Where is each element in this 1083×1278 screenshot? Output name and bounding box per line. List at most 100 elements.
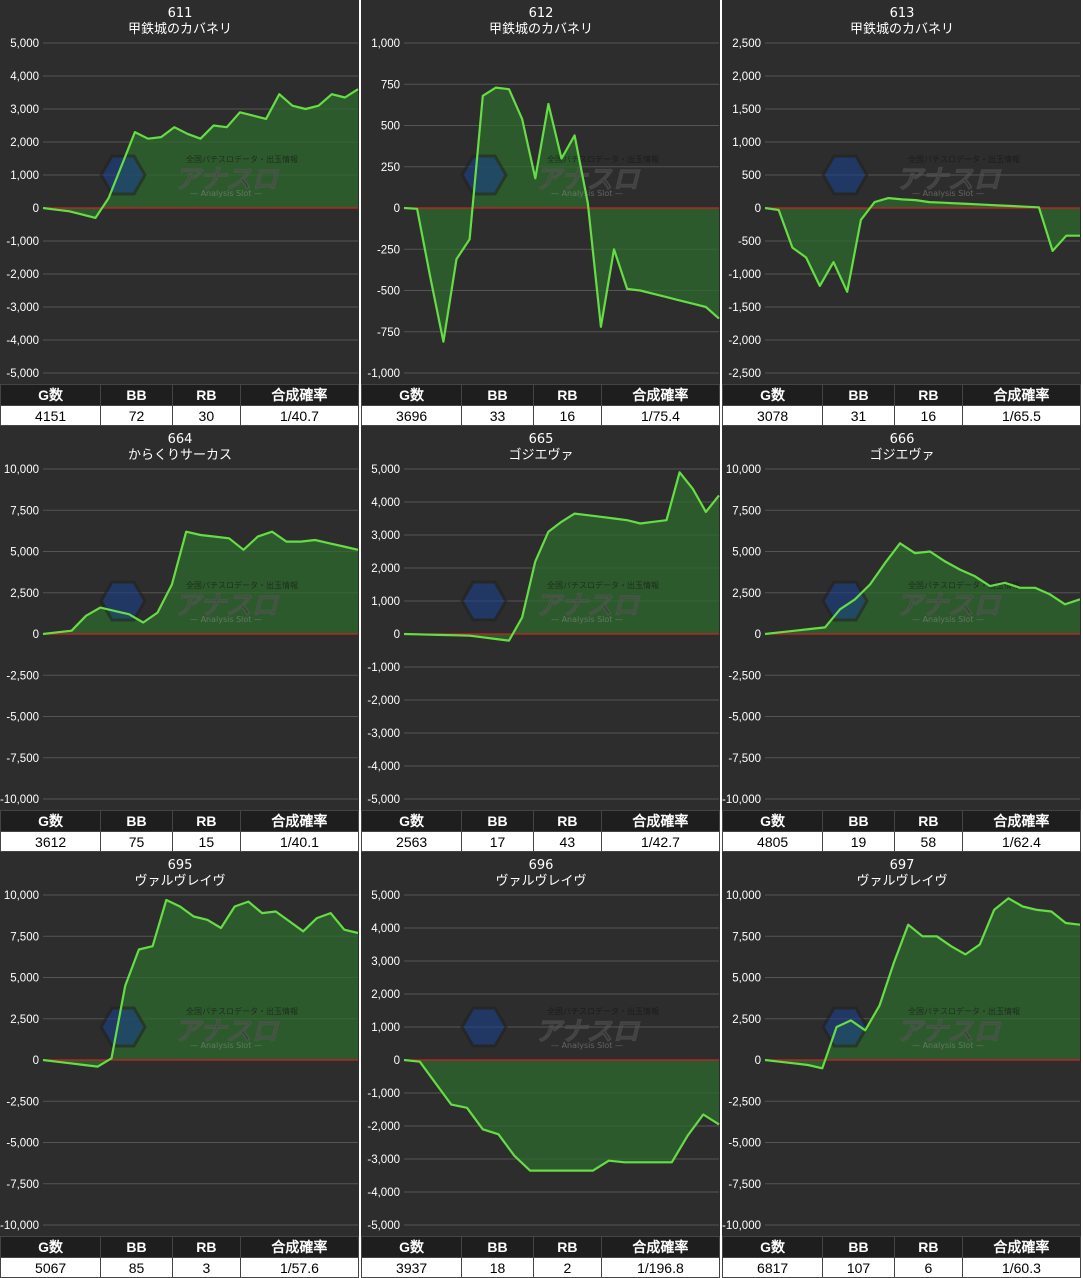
machine-number: 613 bbox=[890, 6, 915, 21]
series-line bbox=[764, 197, 1080, 293]
y-tick-label: 7,500 bbox=[10, 931, 39, 943]
y-tick-label: 4,000 bbox=[10, 71, 39, 83]
probability-value: 1/196.8 bbox=[600, 1257, 721, 1278]
y-tick-label: 3,000 bbox=[10, 104, 39, 116]
watermark-top-text: 全国パチスロデータ・出玉情報 bbox=[547, 154, 659, 164]
games-value: 3696 bbox=[360, 405, 463, 426]
y-tick-label: -7,500 bbox=[6, 1179, 39, 1191]
y-tick-label: -5,000 bbox=[728, 1138, 761, 1150]
logo-hex-icon bbox=[99, 1006, 147, 1048]
y-tick-label: -10,000 bbox=[0, 794, 39, 806]
stats-table: G数 BB RB 合成確率 4805 19 58 1/62.4 bbox=[721, 810, 1082, 852]
y-tick-label: -4,000 bbox=[367, 1187, 400, 1199]
y-tick-label: -7,500 bbox=[728, 1179, 761, 1191]
stats-header-cell: 合成確率 bbox=[600, 1236, 721, 1258]
stats-header-row: G数 BB RB 合成確率 bbox=[0, 1236, 360, 1258]
bb-value: 75 bbox=[100, 831, 173, 852]
stats-header-cell: BB bbox=[461, 810, 534, 832]
y-tick-label: 1,000 bbox=[10, 170, 39, 182]
stats-table: G数 BB RB 合成確率 6817 107 6 1/60.3 bbox=[721, 1236, 1082, 1278]
stats-value-row: 3612 75 15 1/40.1 bbox=[0, 831, 360, 852]
stats-header-cell: RB bbox=[171, 1236, 241, 1258]
stats-header-cell: BB bbox=[100, 384, 173, 406]
bb-value: 19 bbox=[822, 831, 895, 852]
stats-header-cell: 合成確率 bbox=[600, 384, 721, 406]
watermark-sub-text: — Analysis Slot — bbox=[190, 189, 262, 198]
stats-header-cell: G数 bbox=[360, 1236, 463, 1258]
machine-name: ゴジエヴァ bbox=[508, 447, 573, 463]
bb-value: 31 bbox=[822, 405, 895, 426]
stats-table: G数 BB RB 合成確率 3612 75 15 1/40.1 bbox=[0, 810, 360, 852]
y-tick-label: 0 bbox=[755, 1055, 761, 1067]
logo-hex-icon bbox=[460, 1006, 508, 1048]
series-line bbox=[403, 471, 720, 642]
y-tick-label: -5,000 bbox=[367, 1220, 400, 1232]
y-tick-label: -1,000 bbox=[367, 368, 400, 380]
stats-value-row: 6817 107 6 1/60.3 bbox=[721, 1257, 1082, 1278]
machine-name: 甲鉄城のカバネリ bbox=[489, 22, 593, 37]
watermark-sub-text: — Analysis Slot — bbox=[190, 1041, 262, 1050]
games-value: 3078 bbox=[721, 405, 824, 426]
y-tick-label: -2,500 bbox=[728, 670, 761, 682]
y-tick-label: 2,000 bbox=[371, 563, 400, 575]
stats-value-row: 2563 17 43 1/42.7 bbox=[360, 831, 721, 852]
stats-header-cell: 合成確率 bbox=[961, 384, 1082, 406]
machine-panel-611: 611 甲鉄城のカバネリ 5,000 4,000 3,000 2,000 1,000 0 -1,… bbox=[0, 0, 360, 426]
probability-value: 1/57.6 bbox=[239, 1257, 360, 1278]
y-tick-label: 7,500 bbox=[732, 931, 761, 943]
watermark-sub-text: — Analysis Slot — bbox=[912, 1041, 984, 1050]
y-tick-label: 0 bbox=[394, 629, 400, 641]
watermark-top-text: 全国パチスロデータ・出玉情報 bbox=[908, 154, 1020, 164]
probability-value: 1/65.5 bbox=[961, 405, 1082, 426]
watermark-top-text: 全国パチスロデータ・出玉情報 bbox=[186, 1006, 298, 1016]
stats-value-row: 3937 18 2 1/196.8 bbox=[360, 1257, 721, 1278]
series-line bbox=[42, 898, 359, 1068]
stats-header-cell: RB bbox=[171, 384, 241, 406]
y-tick-label: -5,000 bbox=[367, 794, 400, 806]
machine-panel-695: 695 ヴァルヴレイヴ 10,000 7,500 5,000 2,500 0 -2,500 -5… bbox=[0, 852, 360, 1278]
machine-panel-665: 665 ゴジエヴァ 5,000 4,000 3,000 2,000 1,000 0 -1,000… bbox=[360, 426, 721, 852]
stats-header-cell: 合成確率 bbox=[961, 810, 1082, 832]
stats-value-row: 4805 19 58 1/62.4 bbox=[721, 831, 1082, 852]
area-fill bbox=[404, 1060, 719, 1171]
y-tick-label: 4,000 bbox=[371, 923, 400, 935]
machine-name: 甲鉄城のカバネリ bbox=[850, 22, 954, 37]
y-tick-label: 10,000 bbox=[726, 464, 761, 476]
stats-header-cell: BB bbox=[822, 810, 895, 832]
series-line bbox=[42, 530, 359, 636]
watermark-logo-text: アナスロ bbox=[535, 1017, 640, 1047]
bb-value: 107 bbox=[822, 1257, 895, 1278]
stats-header-row: G数 BB RB 合成確率 bbox=[360, 384, 721, 406]
y-tick-label: 5,000 bbox=[371, 890, 400, 902]
y-tick-label: -1,000 bbox=[367, 662, 400, 674]
y-tick-label: -4,000 bbox=[6, 335, 39, 347]
stats-header-cell: BB bbox=[100, 810, 173, 832]
watermark-logo-text: アナスロ bbox=[896, 1017, 1001, 1047]
machine-number: 695 bbox=[168, 858, 193, 873]
y-tick-label: -4,000 bbox=[367, 761, 400, 773]
stats-table: G数 BB RB 合成確率 3937 18 2 1/196.8 bbox=[360, 1236, 721, 1278]
stats-header-cell: 合成確率 bbox=[239, 1236, 360, 1258]
probability-value: 1/75.4 bbox=[600, 405, 721, 426]
y-tick-label: 1,000 bbox=[732, 137, 761, 149]
logo-hex-icon bbox=[99, 580, 147, 622]
stats-header-cell: RB bbox=[893, 1236, 963, 1258]
bb-value: 17 bbox=[461, 831, 534, 852]
stats-table: G数 BB RB 合成確率 3078 31 16 1/65.5 bbox=[721, 384, 1082, 426]
area-fill bbox=[404, 472, 719, 641]
y-tick-label: 2,000 bbox=[371, 989, 400, 1001]
logo-hex-icon bbox=[460, 580, 508, 622]
y-tick-label: -2,500 bbox=[6, 1096, 39, 1108]
stats-header-cell: RB bbox=[532, 384, 602, 406]
games-value: 3612 bbox=[0, 831, 102, 852]
machine-panel-664: 664 からくりサーカス 10,000 7,500 5,000 2,500 0 -2,500 -… bbox=[0, 426, 360, 852]
y-tick-label: 7,500 bbox=[10, 505, 39, 517]
machine-number: 664 bbox=[168, 432, 193, 447]
stats-table: G数 BB RB 合成確率 3696 33 16 1/75.4 bbox=[360, 384, 721, 426]
y-tick-label: 10,000 bbox=[726, 890, 761, 902]
